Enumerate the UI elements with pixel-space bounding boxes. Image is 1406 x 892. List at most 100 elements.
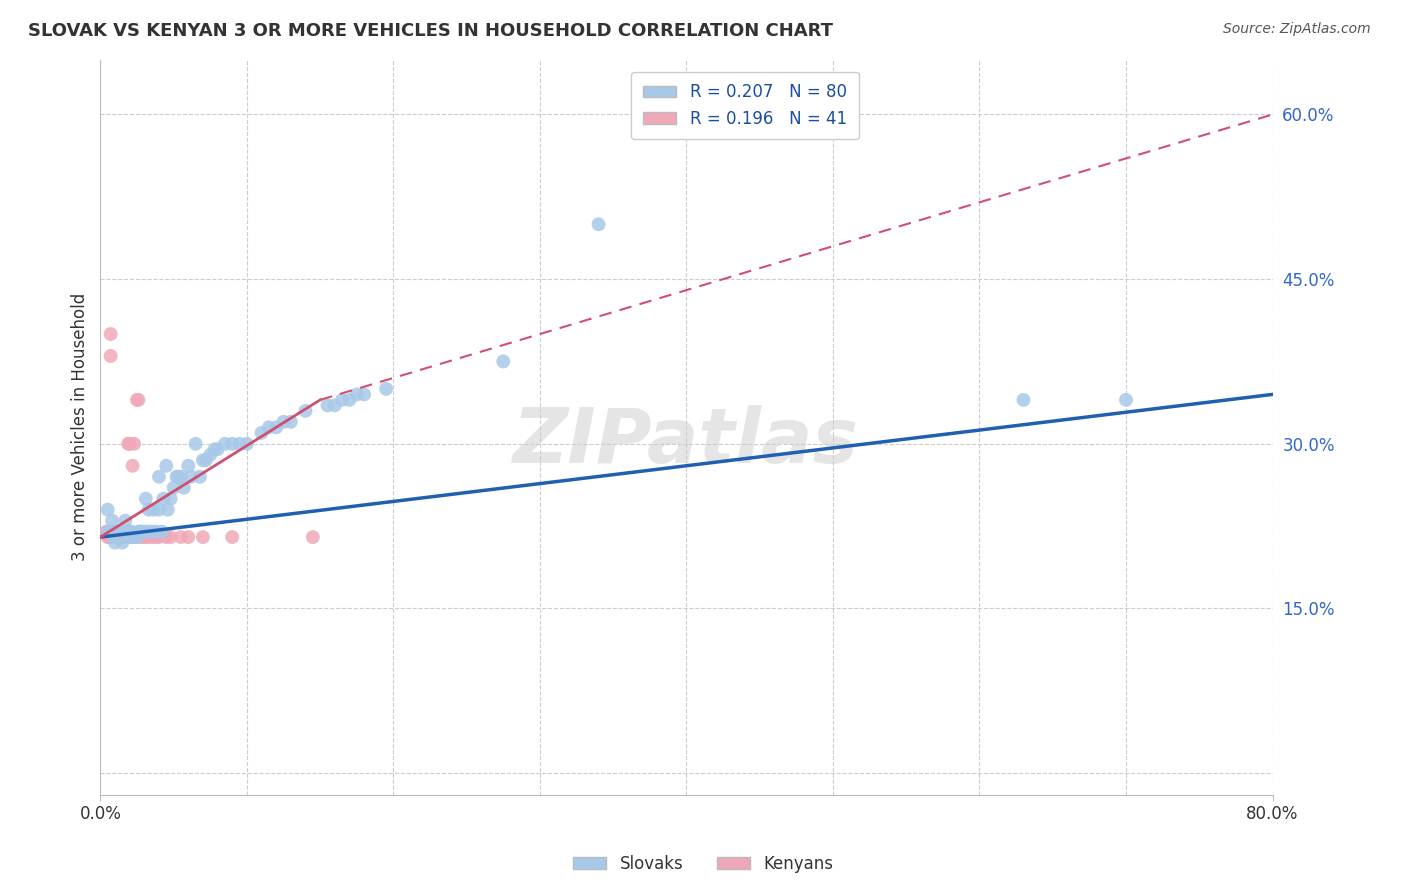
Point (108, 530, 131, 544)
Point (323, 398, 346, 412)
Point (167, 469, 190, 483)
Point (117, 437, 139, 451)
Point (170, 530, 193, 544)
Point (136, 524, 159, 539)
Point (131, 530, 153, 544)
Point (108, 530, 131, 544)
Point (148, 469, 170, 483)
Point (221, 437, 243, 451)
Point (162, 481, 184, 495)
Point (96, 524, 118, 539)
Point (180, 469, 202, 483)
Point (103, 530, 125, 544)
Point (145, 530, 167, 544)
Point (121, 530, 143, 544)
Point (124, 530, 146, 544)
Point (184, 437, 207, 451)
Point (121, 530, 143, 544)
Point (134, 524, 156, 539)
Point (200, 448, 222, 462)
Point (250, 425, 273, 440)
Point (111, 530, 134, 544)
Point (257, 420, 280, 434)
Point (339, 392, 361, 407)
Point (150, 524, 173, 539)
Point (191, 530, 214, 544)
Point (236, 437, 259, 451)
Point (273, 415, 295, 429)
Point (117, 530, 139, 544)
Point (280, 415, 302, 429)
Point (148, 530, 170, 544)
Point (177, 530, 200, 544)
Point (107, 530, 129, 544)
Text: ZIPatlas: ZIPatlas (513, 405, 859, 479)
Point (115, 530, 138, 544)
Point (159, 491, 181, 506)
Point (204, 442, 226, 457)
Point (101, 524, 124, 539)
Point (1012, 392, 1035, 407)
Point (188, 469, 211, 483)
Point (104, 524, 127, 539)
Point (156, 502, 179, 516)
Point (104, 535, 127, 549)
Point (129, 524, 152, 539)
Point (100, 349, 122, 363)
Point (177, 458, 200, 473)
Point (221, 530, 243, 544)
Point (111, 535, 134, 549)
Point (107, 530, 129, 544)
Point (127, 392, 149, 407)
Point (145, 524, 167, 539)
Point (107, 524, 129, 539)
Point (121, 458, 143, 473)
Point (148, 502, 170, 516)
Point (159, 530, 181, 544)
Point (142, 502, 165, 516)
Point (152, 491, 174, 506)
Point (111, 530, 134, 544)
Point (316, 398, 339, 412)
Point (294, 404, 316, 418)
Point (115, 530, 138, 544)
Point (353, 387, 375, 401)
Point (97, 530, 120, 544)
Point (155, 458, 177, 473)
Text: SLOVAK VS KENYAN 3 OR MORE VEHICLES IN HOUSEHOLD CORRELATION CHART: SLOVAK VS KENYAN 3 OR MORE VEHICLES IN H… (28, 22, 834, 40)
Point (108, 530, 131, 544)
Point (110, 530, 132, 544)
Point (118, 437, 141, 451)
Point (110, 530, 132, 544)
Point (125, 392, 148, 407)
Point (122, 530, 145, 544)
Point (101, 530, 124, 544)
Point (105, 530, 128, 544)
Point (118, 524, 141, 539)
Point (301, 530, 323, 544)
Point (104, 530, 127, 544)
Point (207, 442, 229, 457)
Point (104, 524, 127, 539)
Point (114, 514, 136, 528)
Legend: Slovaks, Kenyans: Slovaks, Kenyans (567, 848, 839, 880)
Point (173, 481, 195, 495)
Point (97, 524, 120, 539)
Point (118, 530, 141, 544)
Point (97, 502, 120, 516)
Point (330, 392, 353, 407)
Point (141, 524, 163, 539)
Point (98, 530, 121, 544)
Point (194, 453, 217, 467)
Y-axis label: 3 or more Vehicles in Household: 3 or more Vehicles in Household (72, 293, 89, 561)
Legend: R = 0.207   N = 80, R = 0.196   N = 41: R = 0.207 N = 80, R = 0.196 N = 41 (631, 71, 859, 139)
Text: Source: ZipAtlas.com: Source: ZipAtlas.com (1223, 22, 1371, 37)
Point (103, 530, 125, 544)
Point (127, 524, 149, 539)
Point (105, 530, 128, 544)
Point (122, 437, 145, 451)
Point (1115, 392, 1137, 407)
Point (115, 524, 138, 539)
Point (103, 530, 125, 544)
Point (120, 524, 142, 539)
